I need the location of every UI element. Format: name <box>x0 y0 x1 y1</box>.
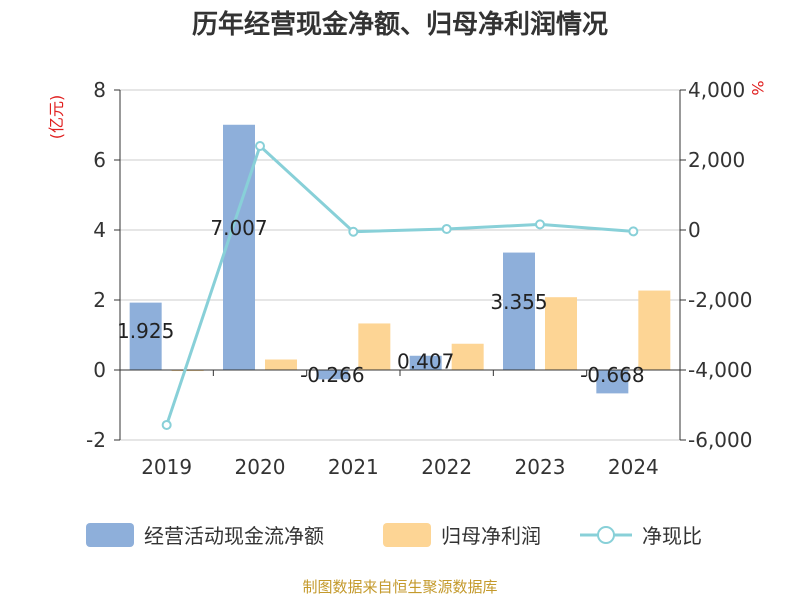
left-tick-label: 0 <box>93 358 106 382</box>
left-tick-label: -2 <box>86 428 106 452</box>
cashflow-data-label: 1.925 <box>117 319 174 343</box>
ratio-point <box>628 226 639 237</box>
bars <box>129 124 671 394</box>
right-tick-label: 0 <box>688 218 701 242</box>
left-tick-label: 2 <box>93 288 106 312</box>
legend-label-ratio: 净现比 <box>642 524 702 548</box>
profit-bar <box>265 359 297 370</box>
ratio-line <box>161 141 639 430</box>
profit-bar <box>171 370 204 372</box>
ratio-point <box>161 419 172 430</box>
category-label: 2019 <box>141 455 192 479</box>
cashflow-data-label: 3.355 <box>490 290 547 314</box>
legend-label-cashflow: 经营活动现金流净额 <box>144 524 324 548</box>
ratio-point <box>348 226 359 237</box>
grid-lines <box>120 89 680 441</box>
left-tick-label: 6 <box>93 148 106 172</box>
ratio-line-path <box>165 143 634 426</box>
left-tick-label: 4 <box>93 218 106 242</box>
cashflow-data-label: 0.407 <box>397 350 454 374</box>
profit-bar <box>451 343 484 370</box>
cashflow-data-label: -0.668 <box>580 363 644 387</box>
right-tick-label: 2,000 <box>688 148 745 172</box>
category-label: 2022 <box>421 455 472 479</box>
right-tick-label: -6,000 <box>688 428 752 452</box>
cashflow-bar <box>596 370 629 394</box>
right-tick-label: -2,000 <box>688 288 752 312</box>
legend-swatch-cashflow <box>86 523 134 547</box>
ratio-point <box>535 219 545 230</box>
source-note: 制图数据来自恒生聚源数据库 <box>302 578 497 596</box>
legend: 经营活动现金流净额 归母净利润 净现比 <box>86 523 702 548</box>
data-labels: 1.925 7.007 -0.266 0.407 3.355 -0.668 <box>117 216 645 387</box>
left-axis-unit: (亿元) <box>47 95 66 140</box>
category-label: 2021 <box>328 455 379 479</box>
profit-bar <box>545 297 577 370</box>
cashflow-bar <box>223 124 255 370</box>
chart-title: 历年经营现金净额、归母净利润情况 <box>192 9 608 40</box>
ratio-point <box>441 223 452 234</box>
right-tick-label: -4,000 <box>688 358 752 382</box>
cashflow-data-label: 7.007 <box>210 216 267 240</box>
category-label: 2023 <box>515 455 566 479</box>
cashflow-bar <box>316 370 349 380</box>
profit-bar <box>638 290 671 370</box>
cashflow-bar <box>409 355 442 370</box>
right-tick-label: 4,000 <box>688 78 745 102</box>
legend-label-profit: 归母净利润 <box>441 524 541 548</box>
cashflow-bar <box>129 302 162 370</box>
axes: 8 6 4 2 0 -2 4,000 2,000 0 -2,000 -4,000 -6,000 2019… <box>86 78 752 479</box>
right-axis-unit: % <box>748 80 767 95</box>
cashflow-bar <box>503 252 535 370</box>
category-label: 2020 <box>235 455 286 479</box>
cashflow-data-label: -0.266 <box>300 363 364 387</box>
legend-marker-ratio <box>597 526 615 544</box>
legend-swatch-profit <box>383 523 431 547</box>
left-tick-label: 8 <box>93 78 106 102</box>
ratio-point <box>255 141 265 151</box>
profit-bar <box>358 323 391 370</box>
category-label: 2024 <box>608 455 659 479</box>
